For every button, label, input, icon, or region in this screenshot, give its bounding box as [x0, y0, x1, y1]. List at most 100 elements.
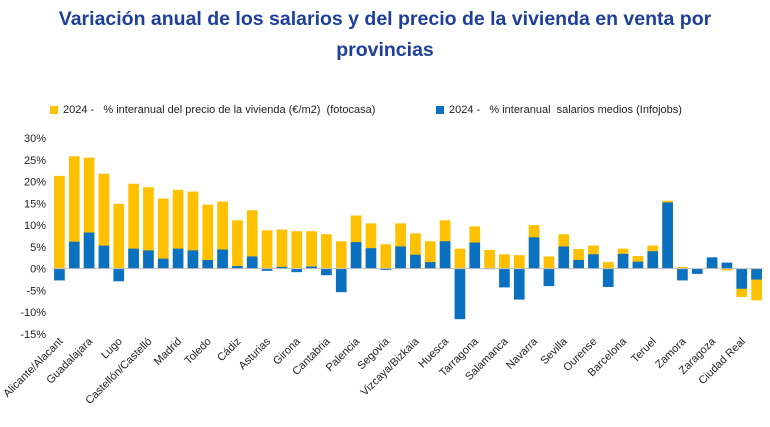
bar-housing-price — [68, 156, 80, 269]
legend-item-salaries: 2024 - % interanual salarios medios (Inf… — [436, 104, 682, 116]
y-tick-label: -10% — [20, 307, 46, 319]
bar-salaries — [454, 268, 466, 320]
bar-salaries — [573, 259, 584, 269]
bar-housing-price — [365, 223, 377, 269]
bar-salaries — [647, 251, 659, 269]
bar-salaries — [172, 248, 184, 269]
bar-salaries — [321, 268, 332, 276]
y-tick-label: -5% — [26, 285, 46, 297]
bar-housing-price — [513, 255, 525, 269]
legend-label-housing-price: 2024 - % interanual del precio de la viv… — [63, 104, 376, 116]
x-tick-label: Lugo — [99, 336, 125, 362]
bar-housing-price — [395, 223, 406, 269]
bar-salaries — [499, 268, 510, 288]
bar-salaries — [677, 268, 688, 281]
x-tick-label: Madrid — [152, 336, 184, 368]
bar-housing-price — [128, 183, 139, 269]
bar-salaries — [365, 248, 377, 269]
chart-title: Variación anual de los salarios y del pr… — [0, 4, 770, 66]
y-tick-label: 5% — [30, 242, 46, 254]
legend-label-salaries: 2024 - % interanual salarios medios (Inf… — [449, 104, 682, 116]
bar-housing-price — [276, 229, 288, 269]
bar-housing-price — [172, 189, 184, 269]
bar-salaries — [261, 268, 273, 271]
bar-salaries — [54, 268, 65, 281]
bar-salaries — [721, 262, 733, 269]
bar-housing-price — [380, 244, 392, 269]
bar-salaries — [98, 245, 110, 269]
bar-salaries — [380, 268, 392, 270]
bar-salaries — [410, 254, 421, 269]
bar-salaries — [469, 242, 481, 269]
y-tick-label: 0% — [30, 264, 46, 276]
bar-housing-price — [54, 175, 65, 269]
bar-salaries — [83, 232, 95, 269]
bar-housing-price — [157, 198, 169, 269]
bar-housing-price — [261, 230, 273, 269]
bar-salaries — [424, 262, 436, 269]
bar-salaries — [602, 268, 614, 287]
bar-housing-price — [113, 203, 125, 269]
bar-housing-price — [602, 262, 614, 269]
bar-housing-price — [217, 201, 228, 269]
bar-housing-price — [187, 191, 199, 269]
bar-housing-price — [410, 233, 421, 269]
bar-housing-price — [543, 256, 555, 269]
x-tick-label: Navarra — [504, 335, 541, 372]
bar-housing-price — [321, 234, 332, 269]
bar-salaries — [68, 241, 80, 269]
bar-salaries — [113, 268, 125, 282]
bar-salaries — [187, 250, 199, 269]
chart-title-line-1: Variación anual de los salarios y del pr… — [58, 8, 712, 30]
bar-salaries — [588, 254, 599, 269]
bar-housing-price — [246, 210, 258, 269]
bar-housing-price — [291, 231, 303, 269]
bar-salaries — [128, 248, 139, 269]
bar-salaries — [350, 242, 362, 269]
bar-housing-price — [677, 266, 688, 269]
bar-housing-price — [98, 173, 110, 269]
bar-housing-price — [454, 248, 466, 269]
bar-housing-price — [202, 204, 214, 269]
bar-salaries — [706, 257, 718, 269]
legend-swatch-salaries — [436, 106, 444, 114]
bar-salaries — [439, 241, 451, 269]
bar-salaries — [143, 250, 154, 269]
bar-salaries — [157, 258, 169, 269]
bar-housing-price — [499, 254, 510, 269]
bar-salaries — [395, 246, 406, 269]
chart-title-line-2: provincias — [336, 39, 434, 61]
bar-salaries — [543, 268, 555, 287]
y-tick-label: 25% — [24, 155, 46, 167]
bar-salaries — [558, 246, 570, 269]
bar-housing-price — [143, 187, 154, 269]
y-tick-label: 10% — [24, 220, 46, 232]
bar-housing-price — [721, 268, 733, 271]
legend-item-housing-price: 2024 - % interanual del precio de la viv… — [50, 104, 375, 116]
bar-housing-price — [573, 249, 584, 269]
bar-salaries — [291, 268, 303, 273]
bar-salaries — [513, 268, 525, 300]
bar-salaries — [246, 256, 258, 269]
bar-housing-price — [335, 241, 347, 269]
bar-salaries — [662, 202, 673, 269]
bar-housing-price — [484, 249, 495, 269]
y-tick-label: -15% — [20, 329, 46, 341]
bar-salaries — [632, 261, 644, 269]
x-tick-label: Palencia — [324, 335, 363, 374]
x-tick-label: Toledo — [182, 336, 213, 367]
bar-housing-price — [350, 215, 362, 269]
y-tick-label: 30% — [24, 133, 46, 145]
bar-housing-price — [232, 220, 243, 269]
chart-legend: 2024 - % interanual del precio de la viv… — [0, 104, 770, 120]
legend-swatch-housing-price — [50, 106, 58, 114]
bar-salaries — [232, 266, 243, 269]
bar-salaries — [217, 249, 228, 269]
bar-salaries — [751, 268, 762, 280]
bar-salaries — [276, 266, 288, 269]
x-tick-label: Asturias — [237, 335, 274, 372]
bar-salaries — [691, 268, 703, 274]
y-tick-label: 15% — [24, 198, 46, 210]
bar-housing-price — [424, 241, 436, 269]
